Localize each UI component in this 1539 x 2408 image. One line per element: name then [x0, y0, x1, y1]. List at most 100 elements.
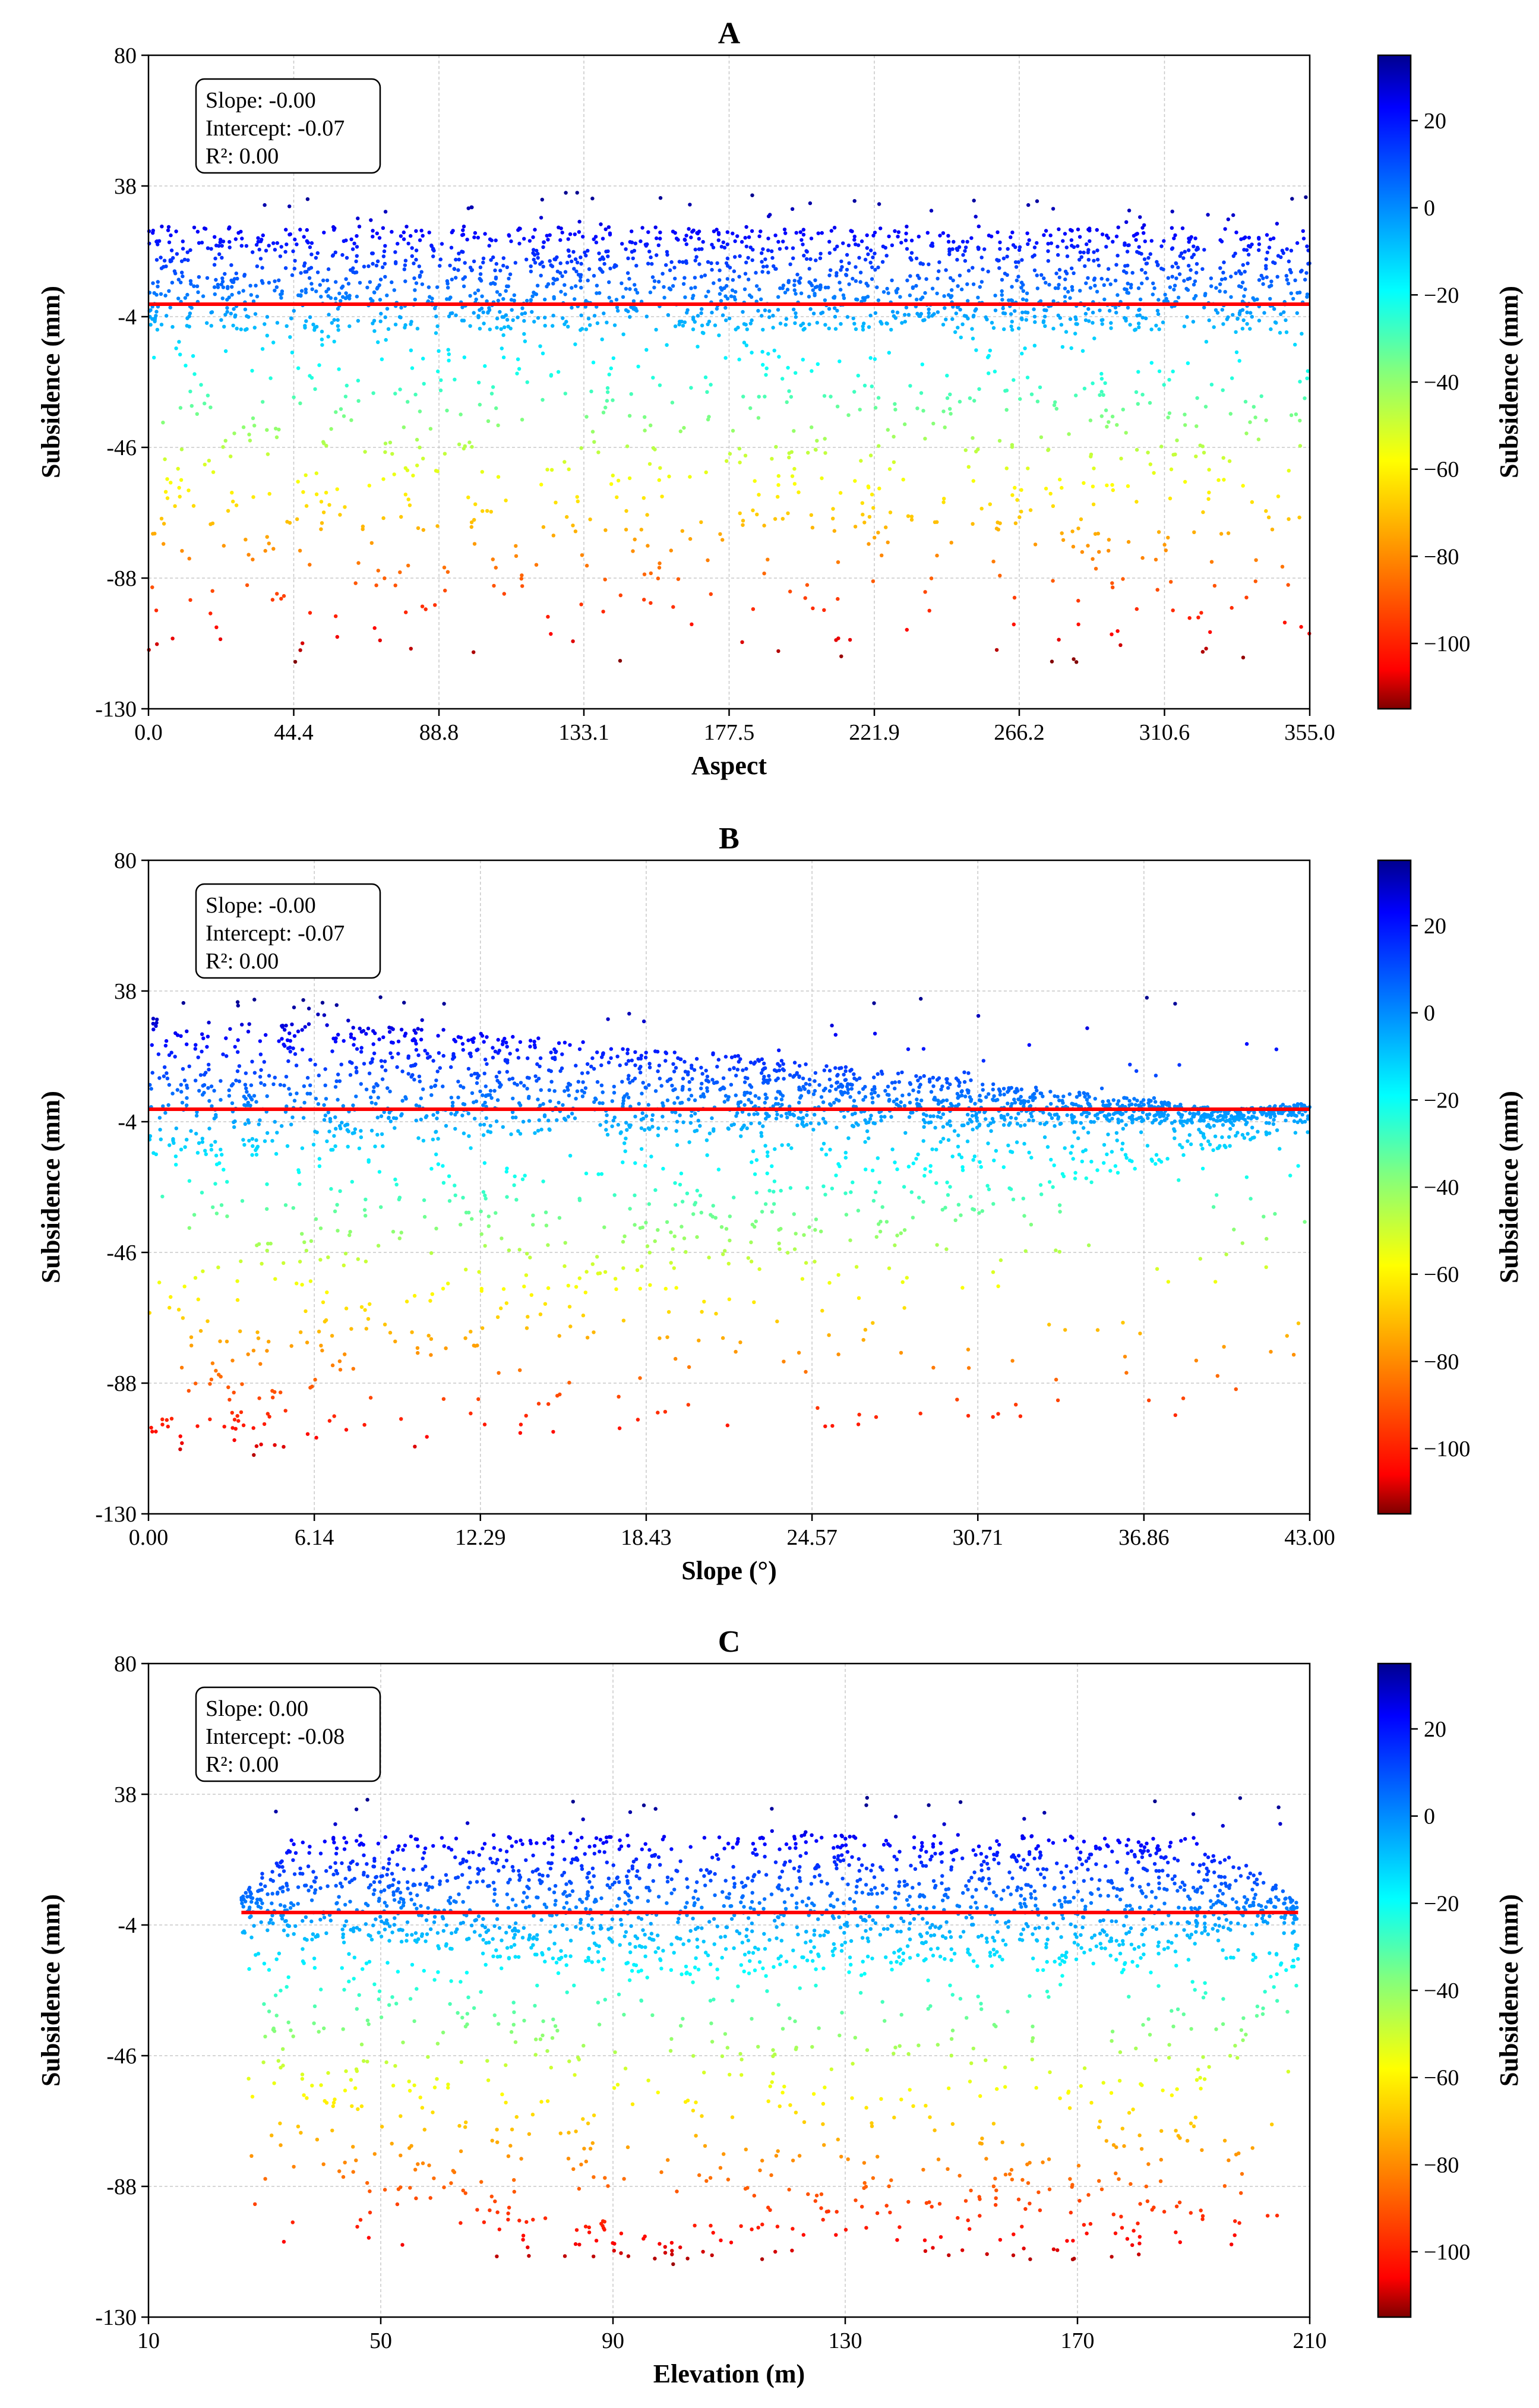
- scatter-point: [755, 512, 759, 517]
- scatter-point: [776, 308, 780, 312]
- scatter-point: [489, 510, 493, 514]
- scatter-point: [1004, 408, 1009, 412]
- scatter-point: [603, 405, 608, 410]
- scatter-point: [1082, 250, 1086, 255]
- scatter-point: [1053, 400, 1057, 405]
- scatter-point: [1294, 1114, 1298, 1118]
- scatter-point: [253, 312, 258, 316]
- scatter-point: [741, 395, 745, 399]
- scatter-point: [1156, 312, 1161, 316]
- scatter-point: [1203, 292, 1208, 296]
- scatter-point: [681, 1120, 685, 1125]
- scatter-point: [1199, 1143, 1203, 1147]
- scatter-point: [741, 519, 745, 523]
- scatter-point: [655, 236, 659, 241]
- scatter-point: [715, 307, 719, 311]
- scatter-point: [433, 603, 437, 607]
- scatter-point: [279, 296, 283, 300]
- scatter-point: [844, 273, 849, 277]
- scatter-point: [450, 277, 454, 282]
- scatter-point: [1093, 532, 1098, 536]
- scatter-point: [352, 241, 356, 245]
- scatter-point: [896, 235, 900, 239]
- scatter-point: [634, 288, 638, 292]
- scatter-point: [1078, 250, 1083, 254]
- scatter-point: [183, 1145, 187, 1149]
- scatter-point: [196, 290, 200, 294]
- scatter-point: [893, 408, 898, 412]
- scatter-point: [760, 349, 764, 354]
- scatter-point: [1259, 394, 1263, 398]
- scatter-point: [911, 286, 915, 291]
- scatter-point: [871, 506, 876, 510]
- scatter-point: [682, 1236, 687, 1241]
- scatter-point: [813, 1227, 817, 1232]
- scatter-point: [605, 320, 609, 324]
- scatter-point: [1295, 291, 1300, 295]
- scatter-point: [469, 1411, 473, 1416]
- scatter-point: [786, 1251, 790, 1255]
- scatter-point: [575, 495, 579, 499]
- scatter-point: [285, 1104, 289, 1109]
- scatter-point: [925, 231, 930, 235]
- scatter-point: [579, 255, 583, 260]
- scatter-point: [987, 1092, 991, 1096]
- scatter-point: [794, 311, 798, 315]
- scatter-point: [671, 1247, 675, 1251]
- scatter-point: [873, 357, 877, 361]
- scatter-point: [1223, 277, 1227, 281]
- scatter-point: [505, 318, 510, 322]
- scatter-point: [397, 1197, 401, 1202]
- scatter-point: [339, 407, 343, 411]
- scatter-point: [257, 1396, 261, 1400]
- scatter-point: [300, 1047, 305, 1052]
- scatter-point: [557, 1041, 561, 1045]
- scatter-point: [731, 278, 735, 282]
- scatter-point: [911, 1088, 915, 1093]
- scatter-point: [852, 1076, 857, 1081]
- scatter-point: [988, 502, 993, 506]
- scatter-point: [643, 1128, 647, 1132]
- scatter-point: [923, 1167, 927, 1171]
- scatter-point: [1191, 320, 1196, 324]
- scatter-point: [761, 362, 765, 367]
- scatter-point: [673, 1087, 677, 1091]
- scatter-point: [971, 436, 975, 440]
- scatter-point: [793, 321, 797, 326]
- scatter-point: [719, 1087, 723, 1091]
- scatter-point: [247, 315, 251, 319]
- scatter-point: [827, 1077, 832, 1082]
- scatter-point: [592, 1100, 596, 1104]
- scatter-point: [285, 324, 289, 328]
- scatter-point: [529, 1039, 533, 1043]
- scatter-point: [570, 286, 574, 290]
- scatter-point: [988, 348, 993, 353]
- scatter-point: [871, 255, 875, 260]
- scatter-point: [991, 1270, 996, 1274]
- scatter-point: [1231, 213, 1235, 217]
- scatter-point: [335, 487, 339, 491]
- scatter-point: [1119, 456, 1123, 460]
- scatter-point: [370, 1057, 375, 1061]
- scatter-point: [971, 282, 976, 286]
- scatter-point: [627, 414, 632, 418]
- scatter-point: [1203, 405, 1208, 409]
- scatter-point: [1284, 1118, 1288, 1123]
- scatter-point: [751, 508, 755, 513]
- scatter-point: [1011, 243, 1016, 247]
- scatter-point: [773, 517, 778, 521]
- scatter-point: [1026, 466, 1030, 471]
- scatter-point: [961, 253, 965, 257]
- scatter-point: [173, 1154, 178, 1159]
- scatter-point: [1136, 286, 1141, 291]
- scatter-point: [1244, 431, 1249, 435]
- scatter-point: [536, 1129, 541, 1133]
- scatter-point: [1187, 616, 1192, 620]
- scatter-point: [956, 1203, 961, 1207]
- scatter-point: [1254, 558, 1258, 562]
- scatter-point: [1264, 1121, 1269, 1125]
- scatter-point: [728, 1214, 732, 1219]
- scatter-point: [179, 1090, 184, 1094]
- scatter-point: [795, 1123, 799, 1128]
- scatter-point: [169, 481, 173, 485]
